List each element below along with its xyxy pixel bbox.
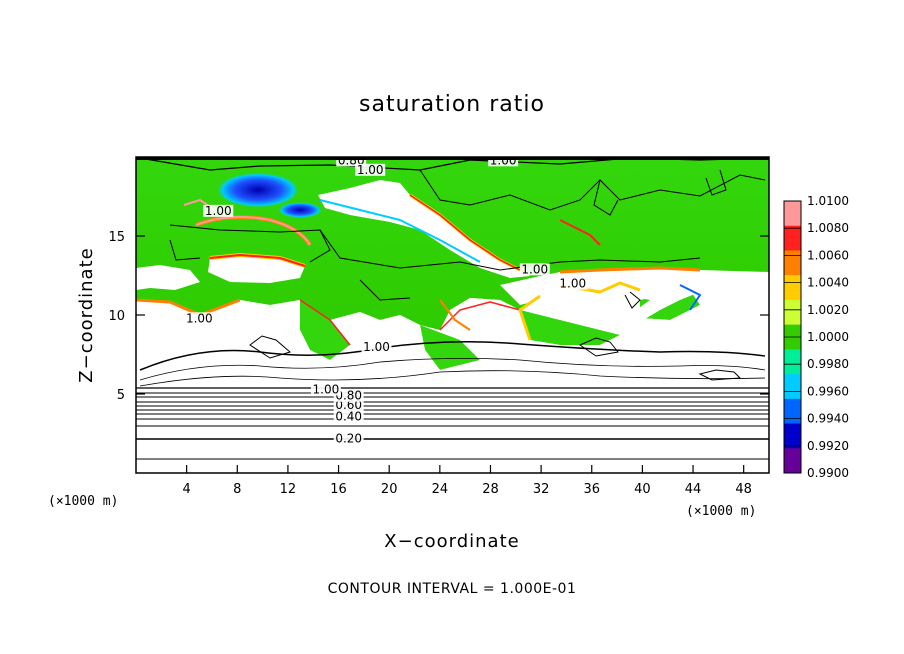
colorbar-swatch (784, 201, 801, 227)
x-unit-label: (×1000 m) (686, 504, 756, 519)
contour-label-text: 1.00 (490, 153, 517, 167)
contour-label-text: 1.00 (357, 163, 384, 177)
dry-patch-small (278, 202, 322, 218)
contour-label-backing (519, 263, 550, 276)
contour-label-backing (333, 399, 364, 412)
contour-label-backing (336, 157, 367, 167)
x-tick-label: 4 (182, 482, 190, 497)
colorbar-label: 1.0040 (807, 276, 849, 290)
colorbar-swatch (784, 299, 801, 326)
colorbar-swatch (784, 374, 801, 400)
contour-label-text: 0.80 (338, 153, 365, 167)
x-tick-label: 40 (634, 482, 651, 497)
contour-label-backing (557, 277, 588, 290)
colorbar-swatch (784, 423, 801, 449)
x-tick-label: 32 (533, 482, 550, 497)
x-tick-label: 44 (685, 482, 702, 497)
contour-label-backing (361, 340, 392, 353)
x-tick-label: 24 (432, 482, 449, 497)
y-tick-label: 5 (117, 388, 125, 403)
moist-tongue-mid (520, 310, 620, 345)
cloud-left-patch (208, 255, 305, 283)
x-tick-label: 8 (233, 482, 241, 497)
contour-label-text: 1.00 (205, 204, 232, 218)
contour-label: 1.00 (519, 262, 550, 276)
contour-interval-note: CONTOUR INTERVAL = 1.000E-01 (328, 581, 577, 597)
colorbar-swatch (784, 225, 801, 251)
contour-label-backing (184, 312, 215, 325)
cloud-upper-diagonal (318, 180, 530, 278)
contour-label-layer: 0.200.400.600.800.801.001.001.001.001.00… (184, 153, 588, 445)
chart-title: saturation ratio (359, 92, 545, 117)
contour-label: 0.80 (333, 389, 364, 403)
supersaturation-rims (136, 193, 701, 346)
contour-label: 0.80 (336, 153, 367, 167)
y-axis-label: Z−coordinate (76, 247, 97, 382)
colorbar-label: 0.9940 (807, 412, 849, 426)
contour-label-text: 1.00 (559, 277, 586, 291)
contour-label-backing (333, 389, 364, 402)
contour-lines (136, 157, 769, 460)
contour-label: 1.00 (557, 277, 588, 291)
y-axis: 5 10 15 (108, 230, 769, 403)
colorbar-swatch (784, 448, 801, 474)
cloud-main-layer (136, 298, 769, 473)
x-axis-label: X−coordinate (384, 531, 519, 552)
moist-tongue-center (300, 300, 350, 360)
contour-label-text: 1.00 (313, 382, 340, 396)
contour-label-backing (310, 383, 341, 396)
contour-label-text: 0.20 (335, 431, 362, 445)
colorbar-label: 0.9920 (807, 439, 849, 453)
contour-label-backing (333, 432, 364, 445)
contour-label-backing (488, 157, 519, 167)
x-axis: 4 8 12 16 20 24 28 32 36 40 44 48 (182, 465, 752, 497)
y-tick-label: 10 (108, 309, 125, 324)
contour-label: 0.20 (333, 431, 364, 445)
contour-label: 0.40 (333, 409, 364, 423)
contour-label: 1.00 (203, 204, 234, 218)
contour-label-text: 1.00 (521, 262, 548, 276)
plot-area: 0.200.400.600.800.801.001.001.001.001.00… (136, 153, 769, 473)
y-tick-label: 15 (108, 230, 125, 245)
x-tick-label: 28 (482, 482, 499, 497)
colorbar: 1.0100 1.0080 1.0060 1.0040 1.0020 1.0000 0.99… (783, 194, 849, 480)
colorbar-swatch (784, 398, 801, 425)
contour-label: 1.00 (355, 163, 386, 177)
colorbar-swatch (784, 349, 801, 375)
contour-label: 1.00 (361, 340, 392, 354)
contour-label: 1.00 (488, 153, 519, 167)
colorbar-swatch (784, 250, 801, 276)
x-tick-label: 16 (330, 482, 347, 497)
colorbar-label: 1.0060 (807, 248, 849, 262)
colorbar-label: 0.9900 (807, 466, 849, 480)
x-tick-label: 48 (735, 482, 752, 497)
contour-label-backing (333, 410, 364, 423)
z-unit-label: (×1000 m) (48, 494, 118, 509)
colorbar-swatch (784, 275, 801, 301)
cloud-left-wedge (136, 265, 200, 290)
dry-patch-large (216, 172, 300, 208)
x-tick-label: 20 (381, 482, 398, 497)
contour-label: 1.00 (184, 311, 215, 325)
contour-label-backing (355, 163, 386, 176)
contour-label: 1.00 (310, 382, 341, 396)
contour-label-backing (203, 204, 234, 217)
colorbar-label: 1.0020 (807, 303, 849, 317)
colorbar-label: 1.0080 (807, 221, 849, 235)
contour-label-text: 0.40 (335, 409, 362, 423)
colorbar-label: 0.9960 (807, 384, 849, 398)
contour-label-text: 1.00 (363, 340, 390, 354)
contour-label-text: 0.80 (335, 389, 362, 403)
x-tick-label: 12 (280, 482, 297, 497)
x-tick-label: 36 (583, 482, 600, 497)
colorbar-label: 1.0000 (807, 330, 849, 344)
colorbar-label: 1.0100 (807, 194, 849, 208)
contour-label-text: 1.00 (186, 311, 213, 325)
colorbar-label: 0.9980 (807, 357, 849, 371)
